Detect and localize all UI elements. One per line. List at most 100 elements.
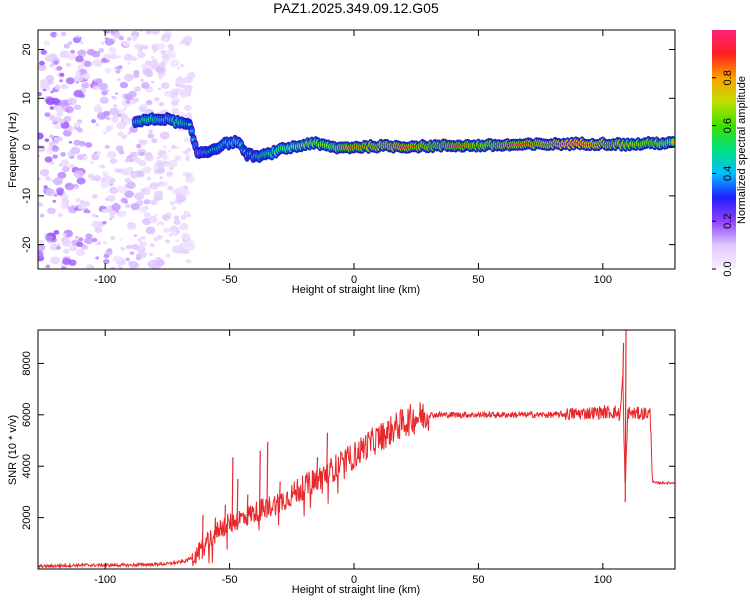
noise-blob — [127, 62, 131, 65]
noise-blob — [39, 239, 44, 244]
noise-blob — [173, 215, 180, 221]
noise-blob — [167, 159, 178, 168]
noise-blob — [143, 45, 149, 50]
noise-blob — [111, 117, 119, 123]
colorbar-ticks: 0.0 0.2 0.4 0.6 0.8 — [712, 70, 734, 277]
noise-blob — [100, 42, 105, 45]
noise-blob — [129, 251, 135, 256]
noise-blob — [93, 151, 97, 155]
noise-blob — [49, 161, 55, 165]
noise-blob — [117, 132, 123, 137]
x-tick-label: 50 — [472, 574, 484, 586]
noise-blob — [181, 232, 191, 241]
noise-blob — [163, 38, 168, 42]
colorbar-label: Normalized spectral amplitude — [736, 76, 748, 224]
noise-blob — [169, 166, 174, 171]
noise-blob — [42, 79, 47, 82]
noise-blob — [166, 171, 174, 177]
noise-blob — [163, 227, 170, 233]
noise-blob — [92, 80, 96, 84]
noise-blob — [145, 99, 153, 106]
noise-blob — [101, 208, 108, 214]
y-tick-label: 0 — [21, 144, 33, 150]
noise-blob — [110, 178, 116, 183]
noise-blob — [173, 219, 181, 225]
snr-spike — [201, 515, 204, 559]
noise-blob — [76, 241, 84, 248]
noise-blob — [135, 253, 142, 258]
noise-blob — [146, 176, 152, 181]
noise-blob — [105, 89, 110, 92]
noise-blob — [45, 188, 56, 197]
noise-blob — [95, 78, 103, 84]
noise-blob — [155, 160, 164, 167]
noise-blob — [151, 138, 158, 144]
noise-blob — [174, 188, 182, 194]
noise-blob — [38, 202, 44, 207]
colorbar-tick-label: 0.8 — [722, 70, 734, 85]
noise-blob — [113, 104, 118, 108]
noise-blob — [45, 235, 54, 242]
noise-blob — [64, 106, 74, 114]
noise-blob — [81, 53, 87, 57]
noise-blob — [156, 257, 161, 261]
noise-blob — [49, 134, 54, 139]
noise-blob — [133, 72, 140, 78]
noise-blob — [68, 140, 73, 144]
noise-blob — [117, 65, 123, 70]
noise-blob — [136, 170, 145, 178]
noise-blob — [76, 177, 86, 185]
noise-blob — [91, 237, 98, 243]
snr-ticks: -100 -50 0 50 100 2000 4000 6000 8000 — [21, 330, 675, 586]
snr-spike — [278, 481, 281, 513]
noise-blob — [164, 90, 172, 97]
noise-blob — [131, 243, 139, 250]
noise-blob — [50, 256, 61, 265]
noise-blob — [66, 53, 76, 61]
noise-blob — [101, 90, 108, 96]
noise-blob — [119, 246, 124, 250]
noise-blob — [183, 211, 187, 214]
colorbar-tick-label: 0.0 — [722, 261, 734, 276]
noise-blob — [108, 46, 117, 54]
snr-x-axis-title: Height of straight line (km) — [292, 584, 420, 596]
spectrogram-frame — [37, 29, 676, 270]
noise-blob — [65, 62, 71, 67]
noise-blob — [49, 106, 54, 110]
noise-blob — [98, 82, 108, 91]
noise-blob — [153, 190, 164, 198]
noise-blob — [186, 239, 195, 247]
noise-blob — [45, 74, 55, 82]
noise-blob — [102, 221, 107, 225]
noise-blob — [39, 213, 45, 218]
noise-blob — [161, 154, 169, 160]
noise-blob — [95, 256, 100, 260]
noise-blob — [145, 30, 152, 35]
noise-blob — [144, 189, 149, 193]
noise-blob — [151, 30, 160, 35]
noise-blob — [38, 145, 46, 153]
noise-blob — [165, 161, 170, 164]
noise-blob — [156, 223, 160, 226]
noise-blob — [63, 43, 70, 49]
noise-blob — [51, 145, 60, 152]
noise-blob — [60, 159, 70, 167]
noise-blob — [167, 185, 174, 191]
noise-blob — [156, 156, 160, 160]
noise-blob — [73, 73, 84, 82]
noise-blob — [38, 250, 44, 259]
noise-blob — [141, 139, 148, 145]
noise-blob — [120, 197, 128, 204]
noise-blob — [69, 245, 77, 252]
noise-blob — [134, 43, 142, 50]
noise-blob — [54, 84, 62, 91]
noise-blob — [52, 177, 63, 186]
noise-blob — [185, 259, 192, 264]
noise-blob — [183, 137, 190, 143]
noise-blob — [119, 81, 129, 89]
noise-blob — [39, 168, 50, 177]
snr-spike — [246, 494, 249, 526]
noise-blob — [149, 243, 155, 248]
y-tick-label: 10 — [21, 92, 33, 104]
noise-blob — [156, 259, 165, 267]
